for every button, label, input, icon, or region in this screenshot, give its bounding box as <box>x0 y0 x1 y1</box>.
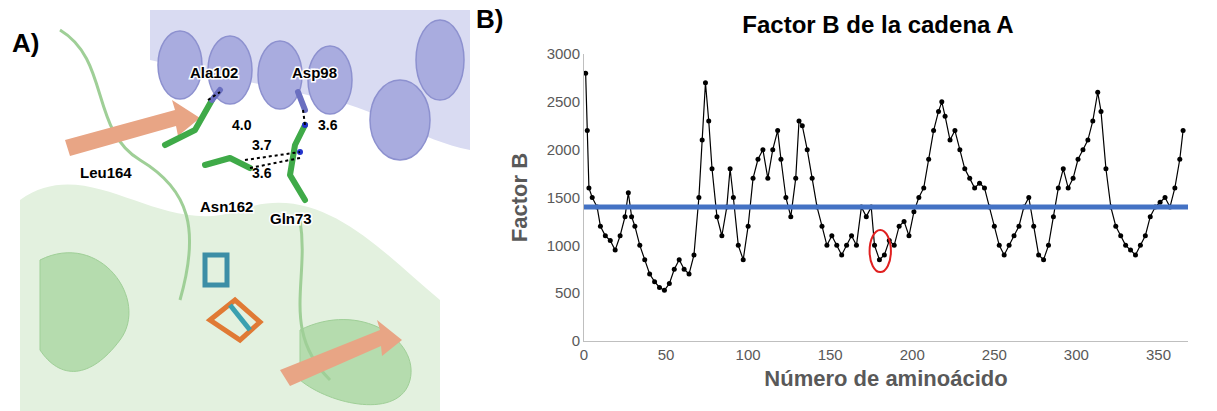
svg-text:100: 100 <box>736 346 761 363</box>
svg-text:Leu164: Leu164 <box>80 164 132 181</box>
svg-text:350: 350 <box>1146 346 1171 363</box>
html-text:A): A) <box>12 28 40 58</box>
svg-text:1500: 1500 <box>547 189 580 206</box>
svg-text:3.6: 3.6 <box>252 165 272 181</box>
svg-text:300: 300 <box>1064 346 1089 363</box>
svg-text:Factor B: Factor B <box>507 153 532 242</box>
svg-text:2000: 2000 <box>547 141 580 158</box>
svg-text:0: 0 <box>572 332 580 349</box>
svg-text:500: 500 <box>555 284 580 301</box>
svg-text:3.6: 3.6 <box>318 117 338 133</box>
svg-text:Número de aminoácido: Número de aminoácido <box>764 366 1007 391</box>
svg-text:150: 150 <box>818 346 843 363</box>
svg-text:0: 0 <box>580 346 588 363</box>
svg-text:4.0: 4.0 <box>232 117 252 133</box>
html-text:B): B) <box>476 4 504 34</box>
svg-text:Ala102: Ala102 <box>190 64 238 81</box>
svg-text:250: 250 <box>982 346 1007 363</box>
svg-text:Gln73: Gln73 <box>270 210 312 227</box>
svg-text:3.7: 3.7 <box>252 137 272 153</box>
svg-text:3000: 3000 <box>547 45 580 62</box>
svg-text:50: 50 <box>658 346 675 363</box>
svg-text:200: 200 <box>900 346 925 363</box>
svg-text:Asn162: Asn162 <box>200 198 253 215</box>
svg-text:2500: 2500 <box>547 93 580 110</box>
svg-text:Asp98: Asp98 <box>292 64 337 81</box>
svg-text:1000: 1000 <box>547 237 580 254</box>
svg-text:Factor B de la cadena A: Factor B de la cadena A <box>742 11 1013 38</box>
